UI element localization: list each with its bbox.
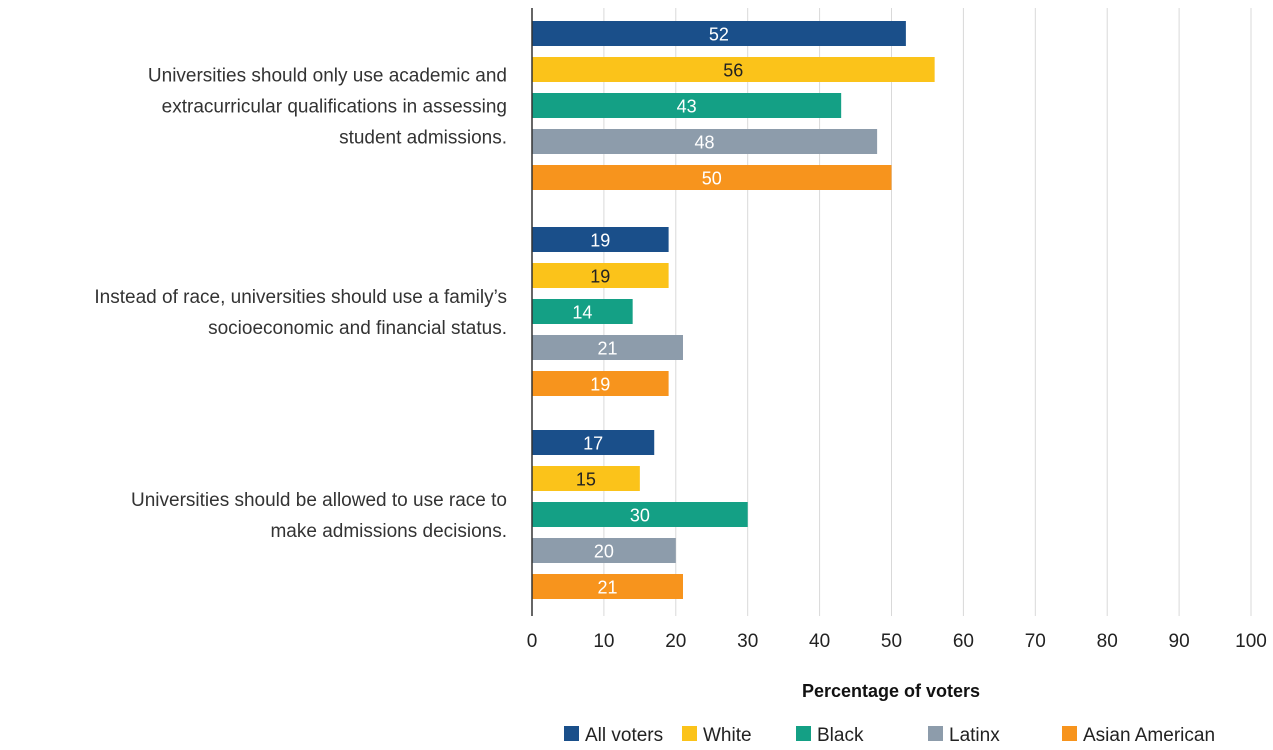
x-tick-label: 90 [1169,631,1190,652]
category-label-line: extracurricular qualifications in assess… [162,97,507,118]
bar [532,129,878,154]
legend-swatch [564,726,579,741]
category-label-line: Instead of race, universities should use… [94,287,507,308]
bar-data-label: 20 [594,542,614,562]
legend-swatch [796,726,811,741]
legend-swatch [928,726,943,741]
category-label: Instead of race, universities should use… [94,287,507,339]
legend-swatch [1062,726,1077,741]
bar [532,430,655,455]
bar-data-label: 14 [572,303,592,323]
bar-data-label: 17 [583,434,603,454]
x-tick-label: 100 [1235,631,1267,652]
bar-data-label: 19 [590,231,610,251]
x-tick-label: 20 [665,631,686,652]
legend-label: Asian American [1083,725,1215,746]
category-label: Universities should be allowed to use ra… [131,490,507,542]
x-tick-label: 40 [809,631,830,652]
bar [532,371,669,396]
bar-data-label: 19 [590,267,610,287]
bar-data-label: 43 [677,97,697,117]
axis: 0 10 20 30 40 50 60 70 80 90 100 [527,8,1267,652]
bar [532,165,892,190]
legend-swatch [682,726,697,741]
bar-data-label: 21 [597,339,617,359]
bar-data-label: 48 [695,133,715,153]
category-label-line: make admissions decisions. [270,521,507,542]
category-label: Universities should only use academic an… [148,66,507,149]
legend-label: Black [817,725,864,746]
x-tick-label: 30 [737,631,758,652]
x-tick-label: 70 [1025,631,1046,652]
bar-data-label: 52 [709,25,729,45]
bar [532,263,669,288]
category-label-line: Universities should be allowed to use ra… [131,490,507,511]
bar [532,574,683,599]
bar [532,57,935,82]
bar-data-label: 50 [702,169,722,189]
bar [532,466,640,491]
bar [532,335,683,360]
bar-data-label: 15 [576,470,596,490]
category-label-line: student admissions. [339,128,507,149]
category-labels: Universities should only use academic an… [94,66,507,543]
category-label-line: Universities should only use academic an… [148,66,507,87]
x-tick-label: 10 [593,631,614,652]
bar [532,502,748,527]
x-tick-label: 0 [527,631,538,652]
x-tick-label: 80 [1097,631,1118,652]
bar [532,538,676,563]
legend-label: All voters [585,725,663,746]
bar-data-label: 56 [723,61,743,81]
x-tick-label: 60 [953,631,974,652]
bar [532,93,842,118]
legend-label: White [703,725,752,746]
bar [532,21,906,46]
bar-data-label: 21 [597,578,617,598]
x-axis-title: Percentage of voters [802,681,980,701]
category-label-line: socioeconomic and financial status. [208,318,507,339]
bar-data-label: 19 [590,375,610,395]
bar-data-label: 30 [630,506,650,526]
legend: All voters White Black Latinx Asian American [564,725,1215,746]
bar [532,227,669,252]
legend-label: Latinx [949,725,1000,746]
x-tick-label: 50 [881,631,902,652]
bar [532,299,633,324]
